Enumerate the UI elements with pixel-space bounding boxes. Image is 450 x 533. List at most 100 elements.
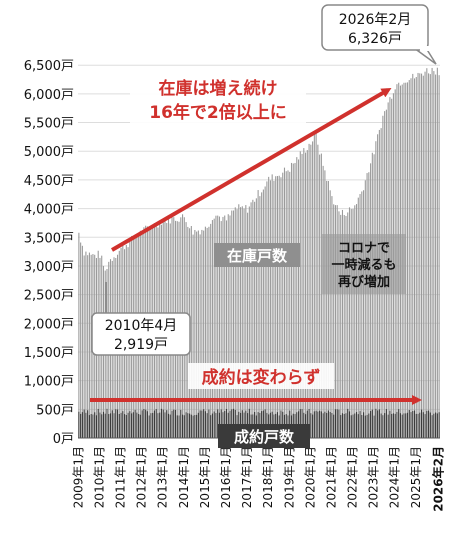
sales-bar: [232, 408, 235, 438]
inventory-bar: [218, 216, 221, 438]
inventory-bar: [310, 144, 312, 438]
sales-bar: [199, 410, 201, 438]
inventory-bar: [327, 181, 329, 438]
sales-bar: [134, 409, 136, 438]
sales-bar: [368, 413, 370, 438]
sales-bar: [173, 409, 175, 438]
inventory-bar: [78, 232, 80, 438]
inventory-bar: [248, 206, 250, 438]
inventory-bar: [333, 204, 335, 438]
sales-bar: [313, 411, 315, 438]
sales-bar: [345, 413, 347, 438]
inventory-bar: [215, 215, 217, 438]
sales-bar: [210, 415, 212, 438]
inventory-bar: [348, 207, 351, 438]
sales-label: 成約戸数: [234, 428, 295, 446]
inventory-bar: [410, 78, 412, 438]
inventory-bar: [292, 163, 294, 438]
inventory-bar: [254, 201, 256, 438]
inventory-bar: [238, 204, 240, 438]
inventory-bar: [366, 173, 368, 438]
sales-bar: [382, 415, 384, 438]
inventory-bar: [80, 242, 82, 438]
inventory-bar: [224, 215, 226, 438]
sales-bar: [122, 411, 124, 438]
sales-bar: [213, 411, 215, 438]
sales-bar: [171, 410, 173, 438]
sales-bar: [350, 415, 352, 438]
sales-bar: [90, 414, 92, 438]
inventory-bar: [306, 150, 308, 438]
sales-bar: [421, 409, 423, 438]
inventory-bar: [203, 230, 205, 438]
inventory-bar: [419, 73, 421, 438]
sales-bar: [80, 413, 82, 438]
sales-bar: [131, 413, 133, 438]
sales-bar: [333, 414, 335, 438]
low-callout-box: [91, 312, 191, 356]
sales-bar: [152, 412, 154, 438]
sales-bar: [378, 409, 380, 438]
inventory-bar: [231, 210, 233, 438]
sales-bar: [194, 415, 196, 438]
inventory-bar: [315, 131, 317, 438]
inventory-bar: [433, 71, 435, 438]
y-tick-label: 4,500戸: [24, 174, 74, 189]
trend-note-line1: 在庫は増え続け: [159, 78, 278, 99]
sales-bar: [310, 413, 312, 438]
sales-bar: [180, 409, 182, 438]
trend-arrow: [110, 87, 392, 252]
sales-bar: [320, 411, 322, 438]
inventory-bar: [312, 141, 314, 438]
sales-bar: [192, 415, 194, 438]
inventory-bar: [322, 165, 324, 438]
sales-bar: [384, 413, 386, 438]
sales-label-bg: [218, 424, 310, 448]
sales-bar: [401, 414, 403, 438]
corona-note-line3: 再び増加: [338, 274, 390, 290]
inventory-bar: [373, 154, 375, 438]
y-tick-label: 4,000戸: [24, 203, 74, 218]
inventory-bar: [350, 209, 352, 438]
inventory-bar: [222, 216, 224, 438]
sales-bar: [148, 415, 150, 438]
sales-bar: [399, 413, 402, 438]
sales-bar: [417, 413, 419, 438]
inventory-bar: [250, 202, 252, 438]
latest-callout-value: 6,326戸: [348, 31, 402, 47]
x-tick-label: 2026年2月: [431, 446, 446, 512]
sales-bar: [190, 414, 192, 438]
inventory-label-bg: [214, 243, 300, 267]
inventory-bar: [319, 154, 321, 438]
sales-bar: [364, 415, 366, 438]
sales-bar: [115, 409, 117, 438]
sales-bar: [145, 409, 147, 438]
sales-bar: [85, 412, 87, 438]
inventory-bar: [213, 218, 215, 438]
sales-bar: [176, 415, 178, 438]
sales-bar: [329, 412, 331, 438]
inventory-bar: [320, 153, 322, 438]
inventory-bar: [252, 199, 254, 438]
inventory-bar: [429, 74, 431, 439]
inventory-bar: [357, 197, 359, 438]
inventory-bar: [241, 206, 243, 438]
inventory-bar: [294, 162, 296, 438]
x-axis: 2009年1月 2010年1月 2011年1月 2012年1月 2013年1月 2014年…: [71, 437, 446, 512]
inventory-bar: [196, 231, 198, 438]
sales-bar: [208, 409, 210, 438]
sales-bar: [94, 412, 96, 438]
inventory-bar: [247, 212, 249, 438]
sales-bar: [169, 414, 171, 438]
sales-bar: [124, 414, 126, 438]
sales-bar: [327, 410, 329, 438]
inventory-bar: [268, 176, 270, 439]
inventory-bar: [317, 144, 319, 438]
y-tick-label: 1,000戸: [24, 375, 74, 390]
inventory-bar: [301, 153, 303, 439]
y-tick-label: 1,500戸: [24, 346, 74, 361]
inventory-bar: [289, 171, 291, 438]
sales-bar: [111, 410, 113, 438]
sales-bar: [129, 411, 131, 438]
